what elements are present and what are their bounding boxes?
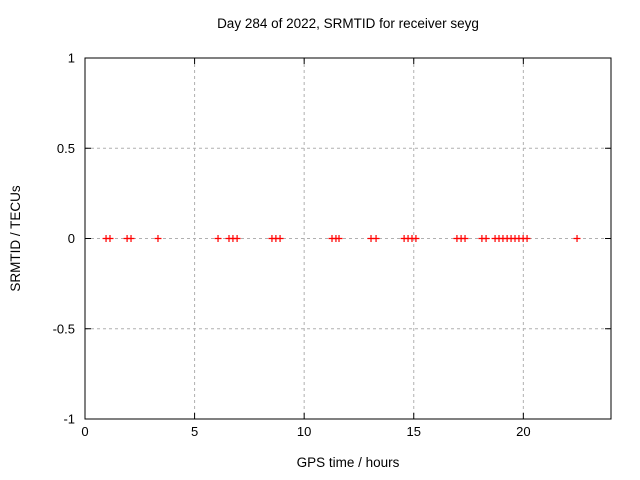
data-point-marker bbox=[461, 235, 469, 242]
data-point-marker bbox=[573, 235, 581, 242]
data-point-marker bbox=[214, 235, 222, 242]
x-tick-label: 15 bbox=[407, 424, 421, 439]
data-point-marker bbox=[482, 235, 490, 242]
x-tick-label: 20 bbox=[516, 424, 530, 439]
data-point-marker bbox=[412, 235, 420, 242]
data-point-marker bbox=[276, 235, 284, 242]
data-point-marker bbox=[106, 235, 114, 242]
data-point-marker bbox=[127, 235, 135, 242]
x-tick-label: 5 bbox=[191, 424, 198, 439]
y-tick-label: -1 bbox=[63, 412, 75, 427]
data-point-marker bbox=[372, 235, 380, 242]
data-point-marker bbox=[523, 235, 531, 242]
axis-layer: 0 5 10 15 20 -1 -0.5 0 0.5 1 bbox=[53, 51, 612, 439]
y-tick-label: 0 bbox=[68, 231, 75, 246]
chart-title: Day 284 of 2022, SRMTID for receiver sey… bbox=[217, 16, 479, 31]
data-point-marker bbox=[233, 235, 241, 242]
data-points-layer bbox=[102, 235, 581, 242]
data-point-marker bbox=[335, 235, 343, 242]
x-tick-label: 0 bbox=[81, 424, 88, 439]
y-tick-label: 1 bbox=[68, 51, 75, 66]
x-tick-label: 10 bbox=[297, 424, 311, 439]
y-axis-label: SRMTID / TECUs bbox=[8, 185, 23, 292]
y-tick-label: -0.5 bbox=[53, 321, 75, 336]
grid-layer bbox=[85, 58, 611, 419]
y-tick-label: 0.5 bbox=[57, 141, 75, 156]
data-point-marker bbox=[154, 235, 162, 242]
x-axis-label: GPS time / hours bbox=[297, 455, 400, 470]
